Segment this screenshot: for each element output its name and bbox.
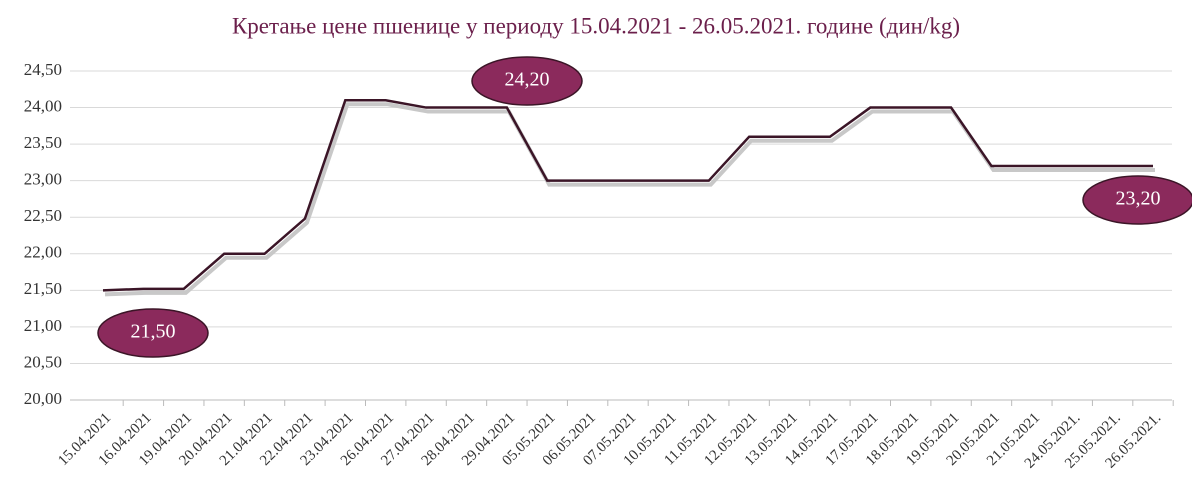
y-tick-label: 21,50	[24, 279, 62, 298]
y-tick-label: 22,00	[24, 243, 62, 262]
callout	[471, 56, 583, 106]
y-tick-label: 24,00	[24, 96, 62, 115]
y-tick-label: 20,00	[24, 389, 62, 408]
y-tick-label: 22,50	[24, 206, 62, 225]
line-shadow	[104, 102, 1155, 297]
callout	[97, 308, 209, 358]
y-tick-label: 24,50	[24, 60, 62, 79]
callout-label: 24,20	[505, 69, 550, 91]
y-tick-label: 23,50	[24, 133, 62, 152]
y-tick-label: 20,50	[24, 352, 62, 371]
chart-title: Кретање цене пшенице у периоду 15.04.202…	[232, 13, 960, 38]
callout-label: 21,50	[131, 321, 176, 343]
callout-label: 23,20	[1116, 188, 1161, 210]
y-tick-label: 21,00	[24, 316, 62, 335]
callout	[1082, 175, 1192, 225]
line	[102, 98, 1153, 292]
y-tick-label: 23,00	[24, 170, 62, 189]
